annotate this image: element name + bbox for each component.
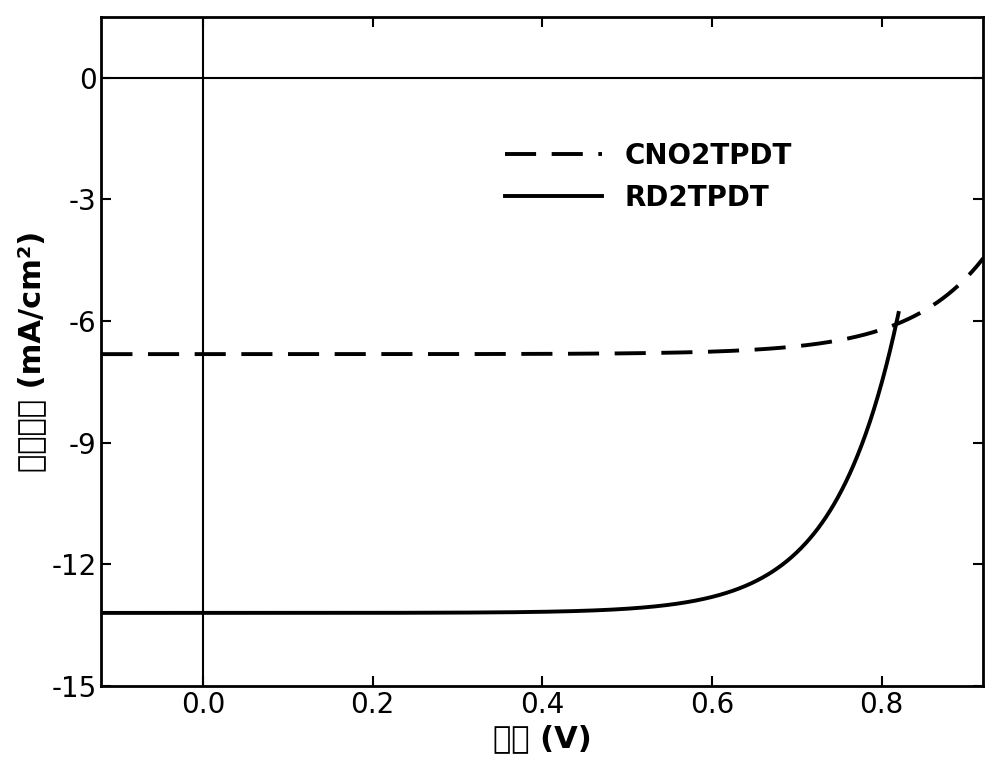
RD2TPDT [95, 608, 107, 618]
CNO2TPDT [484, 350, 496, 359]
CNO2TPDT [977, 253, 989, 263]
CNO2TPDT [799, 340, 811, 350]
CNO2TPDT [185, 350, 197, 359]
X-axis label: 电压 (V): 电压 (V) [493, 725, 592, 753]
Line: CNO2TPDT: CNO2TPDT [101, 258, 983, 354]
RD2TPDT [731, 584, 743, 594]
RD2TPDT [643, 602, 655, 611]
Line: RD2TPDT: RD2TPDT [101, 313, 899, 613]
RD2TPDT [446, 608, 458, 618]
CNO2TPDT [452, 350, 464, 359]
RD2TPDT [893, 309, 905, 318]
RD2TPDT [717, 589, 729, 598]
CNO2TPDT [783, 343, 795, 352]
RD2TPDT [418, 608, 430, 618]
CNO2TPDT [95, 350, 107, 359]
CNO2TPDT [701, 347, 713, 357]
Y-axis label: 电流密度 (mA/cm²): 电流密度 (mA/cm²) [17, 231, 46, 472]
RD2TPDT [177, 608, 189, 618]
Legend: CNO2TPDT, RD2TPDT: CNO2TPDT, RD2TPDT [494, 131, 803, 223]
